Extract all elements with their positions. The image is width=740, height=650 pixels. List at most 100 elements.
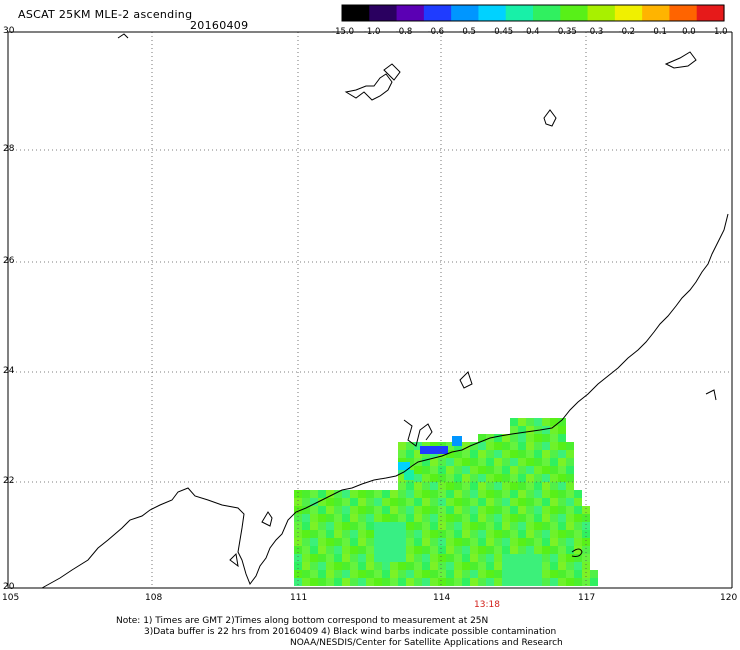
- data-cell: [526, 450, 534, 458]
- data-cell: [454, 482, 462, 490]
- data-cell: [366, 554, 374, 562]
- data-cell: [558, 554, 566, 562]
- data-cell: [534, 474, 542, 482]
- data-cell: [366, 570, 374, 578]
- data-cell: [414, 490, 422, 498]
- data-cell: [302, 490, 310, 498]
- data-cell: [430, 562, 438, 570]
- data-cell: [542, 562, 550, 570]
- data-cell: [342, 522, 350, 530]
- data-cell: [366, 562, 374, 570]
- data-cell: [446, 482, 454, 490]
- colorbar-label: -0.2: [618, 27, 636, 37]
- data-cell: [294, 498, 302, 506]
- data-cell: [534, 522, 542, 530]
- data-cell: [382, 570, 390, 578]
- data-cell: [422, 498, 430, 506]
- data-cell: [406, 514, 414, 522]
- data-cell: [478, 538, 486, 546]
- data-cell: [494, 506, 502, 514]
- data-cell: [326, 506, 334, 514]
- data-cell: [478, 522, 486, 530]
- data-cell: [422, 474, 430, 482]
- data-cell: [414, 562, 422, 570]
- data-cell: [518, 522, 526, 530]
- data-cell: [542, 546, 550, 554]
- data-cell: [398, 506, 406, 514]
- data-cell: [446, 578, 454, 586]
- data-cell: [486, 546, 494, 554]
- data-cell: [542, 482, 550, 490]
- data-cell: [534, 466, 542, 474]
- data-cell: [430, 522, 438, 530]
- data-cell: [494, 458, 502, 466]
- data-cell: [526, 442, 534, 450]
- data-cell: [550, 554, 558, 562]
- data-cell: [294, 490, 302, 498]
- data-cell: [518, 538, 526, 546]
- data-cell: [318, 578, 326, 586]
- data-cell: [422, 546, 430, 554]
- data-cell: [350, 498, 358, 506]
- data-cell: [422, 506, 430, 514]
- data-cell: [510, 554, 518, 562]
- data-cell: [334, 554, 342, 562]
- data-cell: [390, 530, 398, 538]
- data-cell: [566, 458, 574, 466]
- lat-label-22: 22: [3, 476, 15, 486]
- data-cell: [462, 514, 470, 522]
- data-cell: [334, 498, 342, 506]
- data-cell: [326, 498, 334, 506]
- colorbar-border: [341, 4, 725, 22]
- data-cell: [446, 450, 454, 458]
- data-cell: [486, 578, 494, 586]
- data-cell: [294, 562, 302, 570]
- data-cell: [374, 514, 382, 522]
- data-cell: [430, 506, 438, 514]
- data-cell: [326, 522, 334, 530]
- data-cell: [574, 554, 582, 562]
- data-cell: [510, 570, 518, 578]
- data-cell: [510, 466, 518, 474]
- data-cell: [462, 482, 470, 490]
- data-cell: [534, 450, 542, 458]
- data-cell: [494, 570, 502, 578]
- data-cell: [414, 466, 422, 474]
- data-cell: [430, 474, 438, 482]
- data-cell: [526, 530, 534, 538]
- data-cell: [582, 530, 590, 538]
- data-cell: [558, 426, 566, 434]
- data-cell: [454, 570, 462, 578]
- data-cell: [486, 514, 494, 522]
- data-cell: [430, 530, 438, 538]
- data-cell: [478, 498, 486, 506]
- data-cell: [390, 554, 398, 562]
- data-cell: [334, 522, 342, 530]
- data-cell: [502, 570, 510, 578]
- data-cell: [542, 554, 550, 562]
- data-cell: [470, 546, 478, 554]
- data-cell: [294, 514, 302, 522]
- data-cell: [470, 530, 478, 538]
- data-cell: [382, 554, 390, 562]
- data-cell: [518, 554, 526, 562]
- data-cell: [294, 522, 302, 530]
- data-cell: [550, 506, 558, 514]
- colorbar-label: -0.45: [491, 27, 514, 37]
- data-cell: [526, 578, 534, 586]
- data-cell: [502, 506, 510, 514]
- data-cell: [326, 554, 334, 562]
- data-cell: [382, 490, 390, 498]
- data-cell: [334, 538, 342, 546]
- data-cell: [342, 554, 350, 562]
- data-cell: [510, 530, 518, 538]
- data-cell: [582, 522, 590, 530]
- data-cell: [494, 578, 502, 586]
- data-cell: [414, 498, 422, 506]
- data-cell: [558, 514, 566, 522]
- data-cell: [414, 522, 422, 530]
- data-cell: [398, 570, 406, 578]
- data-cell: [566, 490, 574, 498]
- data-cell: [382, 546, 390, 554]
- data-cell: [446, 498, 454, 506]
